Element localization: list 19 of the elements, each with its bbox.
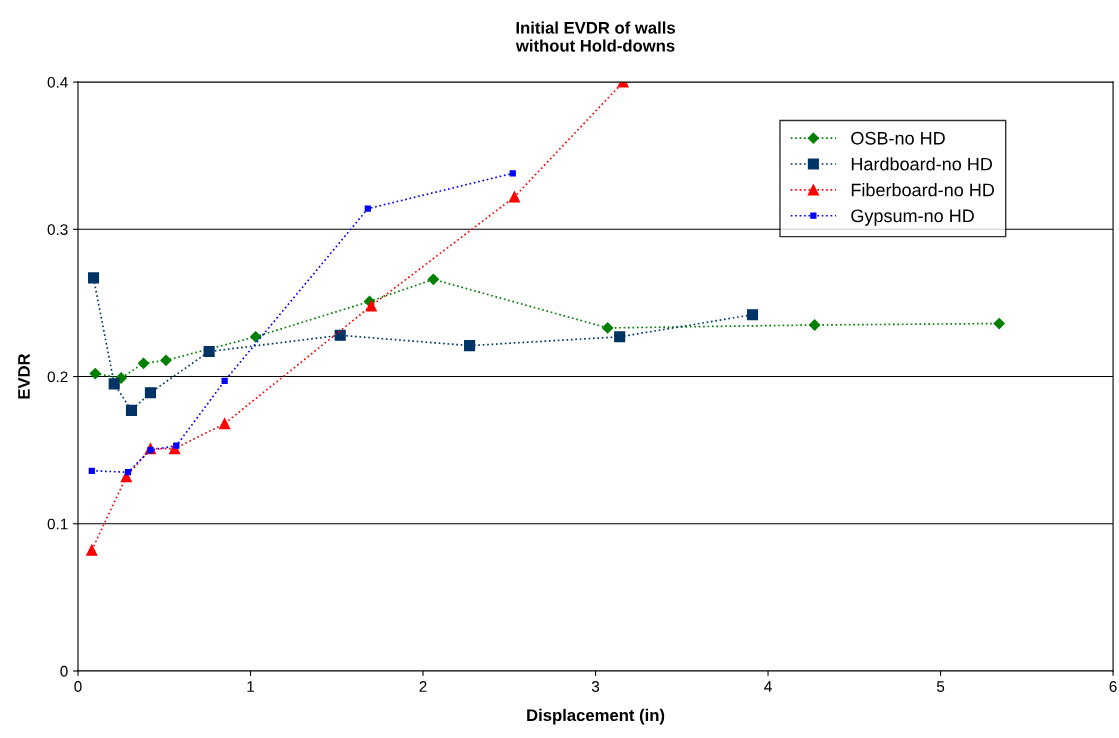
- x-tick-label: 6: [1109, 681, 1117, 692]
- chart-title: Initial EVDR of walls without Hold-downs: [515, 21, 675, 52]
- y-tick-label: 0.1: [47, 518, 68, 530]
- x-tick-label: 4: [764, 681, 772, 692]
- legend-label: Fiberboard-no HD: [851, 183, 995, 197]
- y-tick-label: 0.2: [47, 371, 68, 383]
- x-axis-title: Displacement (in): [527, 708, 665, 725]
- legend-label: OSB-no HD: [851, 131, 945, 145]
- x-tick-label: 0: [74, 681, 82, 692]
- legend-label: Hardboard-no HD: [851, 157, 993, 171]
- y-tick-label: 0.3: [47, 224, 68, 235]
- y-tick-label: 0: [60, 665, 68, 677]
- x-tick-label: 2: [419, 681, 427, 692]
- x-tick-label: 5: [936, 681, 945, 692]
- y-axis-title: EVDR: [18, 353, 30, 399]
- y-tick-label: 0.4: [47, 76, 68, 88]
- x-tick-label: 1: [247, 681, 255, 692]
- x-tick-label: 3: [591, 681, 600, 692]
- legend-label: Gypsum-no HD: [851, 209, 974, 226]
